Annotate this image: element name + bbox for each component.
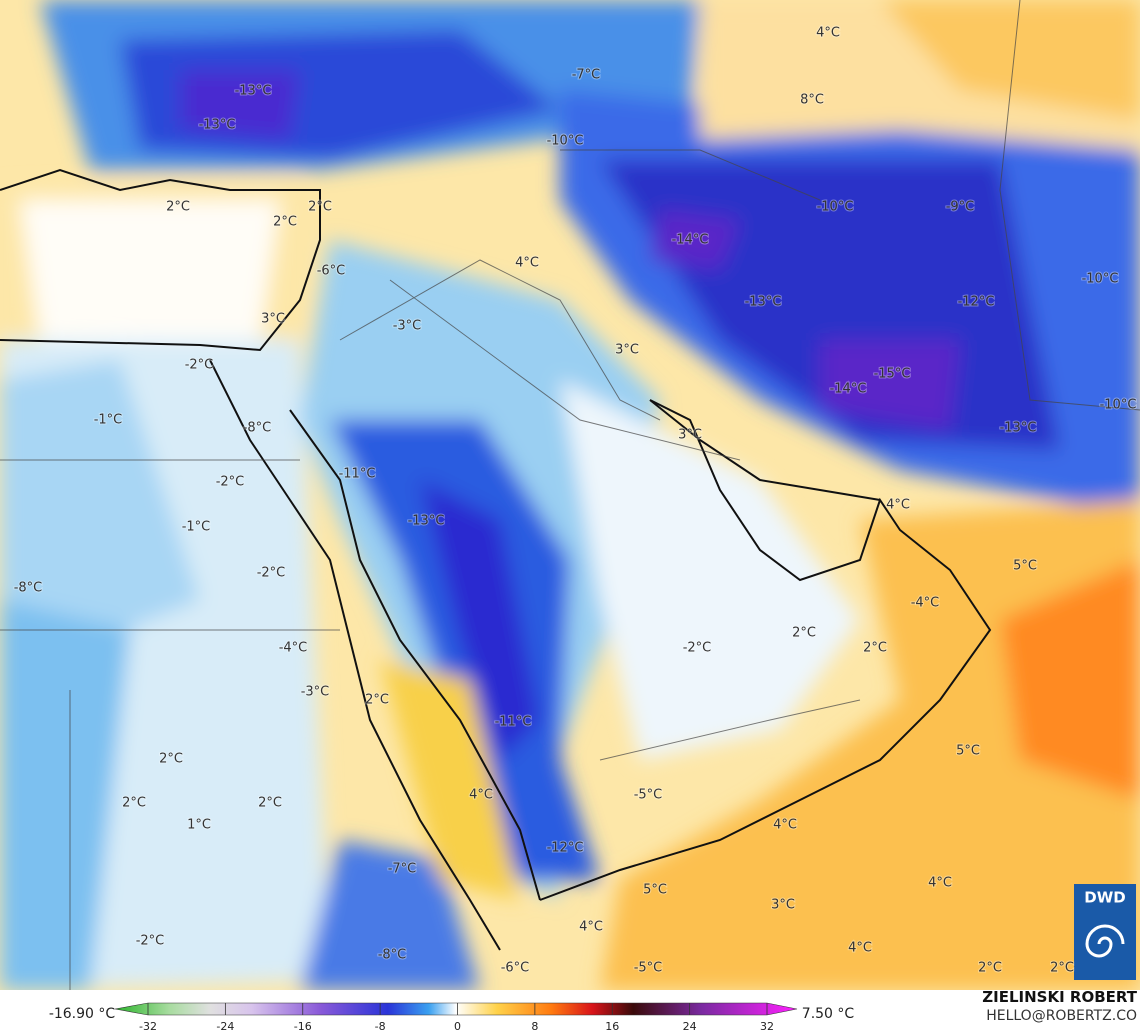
temperature-label: -13°C [408, 514, 445, 529]
temperature-label: 4°C [886, 498, 910, 513]
temperature-label: 5°C [956, 744, 980, 759]
colorbar-tick-label: -8 [375, 1020, 386, 1033]
temperature-label: -10°C [1100, 398, 1137, 413]
temperature-label: -13°C [745, 295, 782, 310]
temperature-label: -13°C [235, 84, 272, 99]
temperature-label: -7°C [572, 68, 601, 83]
temperature-label: 4°C [848, 941, 872, 956]
temperature-label: 2°C [978, 961, 1002, 976]
temperature-label: -10°C [1082, 272, 1119, 287]
temperature-label: 2°C [365, 693, 389, 708]
temperature-label: -1°C [94, 413, 123, 428]
temperature-label: -8°C [14, 581, 43, 596]
colorbar [114, 1002, 798, 1016]
colorbar-tick-label: 24 [683, 1020, 697, 1033]
temperature-label: 8°C [800, 93, 824, 108]
map [0, 0, 1140, 990]
temperature-label: 4°C [928, 876, 952, 891]
credit-contact: HELLO@ROBERTZ.CO [986, 1008, 1137, 1024]
temperature-label: -2°C [136, 934, 165, 949]
temperature-label: -4°C [279, 641, 308, 656]
temperature-label: -8°C [378, 948, 407, 963]
dwd-logo: DWD [1074, 884, 1136, 980]
temperature-label: 3°C [261, 312, 285, 327]
temperature-label: -15°C [874, 367, 911, 382]
temperature-label: -10°C [817, 200, 854, 215]
colorbar-tick-label: -24 [216, 1020, 234, 1033]
borders [0, 0, 1140, 990]
temperature-label: 5°C [643, 883, 667, 898]
temperature-label: 4°C [515, 256, 539, 271]
temperature-label: 3°C [615, 343, 639, 358]
temperature-label: -9°C [946, 200, 975, 215]
temperature-label: 2°C [863, 641, 887, 656]
temperature-label: -3°C [393, 319, 422, 334]
temperature-label: -10°C [547, 134, 584, 149]
logo-text: DWD [1084, 889, 1125, 907]
temperature-label: 4°C [579, 920, 603, 935]
temperature-label: 4°C [816, 26, 840, 41]
colorbar-tick-label: 16 [605, 1020, 619, 1033]
colorbar-tick-label: -32 [139, 1020, 157, 1033]
temperature-label: 4°C [469, 788, 493, 803]
colorbar-min: -16.90 °C [49, 1006, 116, 1022]
temperature-label: -2°C [257, 566, 286, 581]
temperature-label: -13°C [199, 118, 236, 133]
temperature-label: -2°C [683, 641, 712, 656]
temperature-label: 2°C [166, 200, 190, 215]
temperature-label: -14°C [672, 233, 709, 248]
temperature-label: 4°C [773, 818, 797, 833]
temperature-label: -12°C [958, 295, 995, 310]
colorbar-tick-label: 0 [454, 1020, 461, 1033]
colorbar-max: 7.50 °C [802, 1006, 855, 1022]
temperature-label: 2°C [1050, 961, 1074, 976]
temperature-label: 3°C [771, 898, 795, 913]
temperature-label: -3°C [301, 685, 330, 700]
temperature-label: 5°C [1013, 559, 1037, 574]
colorbar-tick-label: 8 [531, 1020, 538, 1033]
temperature-label: -8°C [243, 421, 272, 436]
temperature-label: -6°C [317, 264, 346, 279]
temperature-label: -2°C [185, 358, 214, 373]
temperature-label: -14°C [830, 382, 867, 397]
colorbar-tick-label: 32 [760, 1020, 774, 1033]
temperature-label: -13°C [1000, 421, 1037, 436]
temperature-label: -5°C [634, 788, 663, 803]
temperature-label: 2°C [258, 796, 282, 811]
credit-name: ZIELINSKI ROBERT [982, 988, 1137, 1006]
colorbar-tick-label: -16 [294, 1020, 312, 1033]
temperature-label: 2°C [792, 626, 816, 641]
temperature-label: -1°C [182, 520, 211, 535]
temperature-label: 2°C [159, 752, 183, 767]
temperature-label: -6°C [501, 961, 530, 976]
temperature-label: -12°C [547, 841, 584, 856]
temperature-label: -7°C [388, 862, 417, 877]
temperature-label: 3°C [678, 428, 702, 443]
temperature-label: 2°C [308, 200, 332, 215]
temperature-label: 1°C [187, 818, 211, 833]
temperature-label: 2°C [273, 215, 297, 230]
temperature-label: -2°C [216, 475, 245, 490]
temperature-label: -5°C [634, 961, 663, 976]
temperature-label: -11°C [495, 715, 532, 730]
temperature-label: 2°C [122, 796, 146, 811]
temperature-label: -11°C [339, 467, 376, 482]
temperature-label: -4°C [911, 596, 940, 611]
